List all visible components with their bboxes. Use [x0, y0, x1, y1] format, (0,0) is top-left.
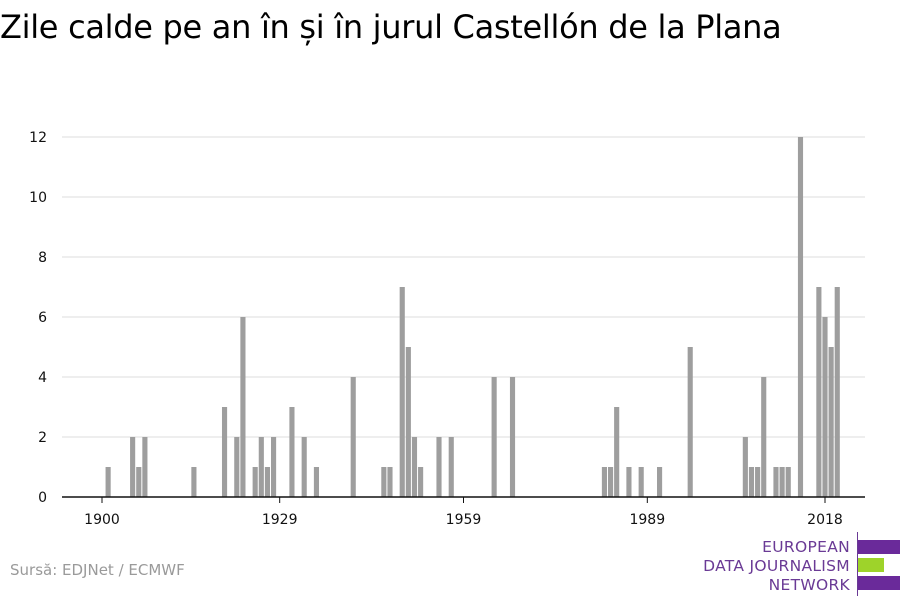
x-tick-label: 1959 [446, 512, 482, 528]
bar [785, 467, 791, 497]
bar [491, 377, 497, 497]
x-axis-labels: 1900 1929 1959 1989 2018 [84, 512, 843, 528]
bar [509, 377, 516, 497]
bar [448, 437, 454, 497]
bar [742, 437, 748, 497]
bar [289, 407, 295, 497]
source-note: Sursă: EDJNet / ECMWF [10, 561, 185, 579]
bar [687, 347, 693, 497]
y-tick-label: 2 [38, 430, 47, 446]
gridlines [62, 136, 865, 438]
bar [748, 467, 755, 497]
logo-line-2: DATA JOURNALISM [703, 557, 850, 575]
bar [313, 467, 320, 497]
logo-purple-bar-bottom [858, 576, 900, 590]
bar [399, 287, 405, 497]
x-tick-label: 1989 [629, 512, 665, 528]
bar [191, 467, 197, 497]
bar [822, 317, 828, 497]
bar [411, 437, 418, 497]
x-tick-label: 2018 [807, 512, 843, 528]
bar [240, 317, 246, 497]
x-tick-label: 1900 [84, 512, 120, 528]
bar [755, 467, 761, 497]
bar [301, 437, 307, 497]
bar [264, 467, 270, 497]
bar [657, 467, 663, 497]
bar [779, 467, 785, 497]
y-tick-label: 10 [29, 190, 47, 206]
bar [773, 467, 779, 497]
bar [418, 467, 424, 497]
bar [136, 467, 142, 497]
bar [381, 467, 387, 497]
bar [607, 467, 614, 497]
bar [221, 407, 228, 497]
logo-purple-bar-top [858, 540, 900, 554]
edjnet-logo: EUROPEAN DATA JOURNALISM NETWORK [700, 532, 900, 598]
bar [601, 467, 607, 497]
y-tick-label: 6 [38, 310, 47, 326]
bar [405, 347, 411, 497]
bar [797, 137, 804, 497]
logo-divider [857, 532, 858, 596]
bar [834, 287, 840, 497]
bar [252, 467, 258, 497]
chart-title: Zile calde pe an în și în jurul Castelló… [0, 8, 782, 46]
bars [105, 137, 840, 497]
bar [436, 437, 442, 497]
bar [271, 437, 277, 497]
y-axis-labels: 0 2 4 6 8 10 12 [29, 130, 47, 506]
x-tick-label: 1929 [262, 512, 298, 528]
y-tick-label: 8 [38, 250, 47, 266]
bar [816, 287, 822, 497]
bar [614, 407, 620, 497]
y-tick-label: 12 [29, 130, 47, 146]
bar [130, 437, 136, 497]
logo-line-3: NETWORK [768, 576, 850, 594]
bar [387, 467, 393, 497]
bar [258, 437, 264, 497]
bar [638, 467, 644, 497]
bar [142, 437, 148, 497]
bar [761, 377, 767, 497]
bar [234, 437, 240, 497]
x-axis [62, 496, 865, 503]
bar [626, 467, 632, 497]
bar [105, 467, 111, 497]
logo-line-1: EUROPEAN [762, 538, 850, 556]
y-tick-label: 4 [38, 370, 47, 386]
bar [828, 347, 834, 497]
bar [350, 377, 356, 497]
logo-green-bar [858, 558, 884, 572]
y-tick-label: 0 [38, 490, 47, 506]
